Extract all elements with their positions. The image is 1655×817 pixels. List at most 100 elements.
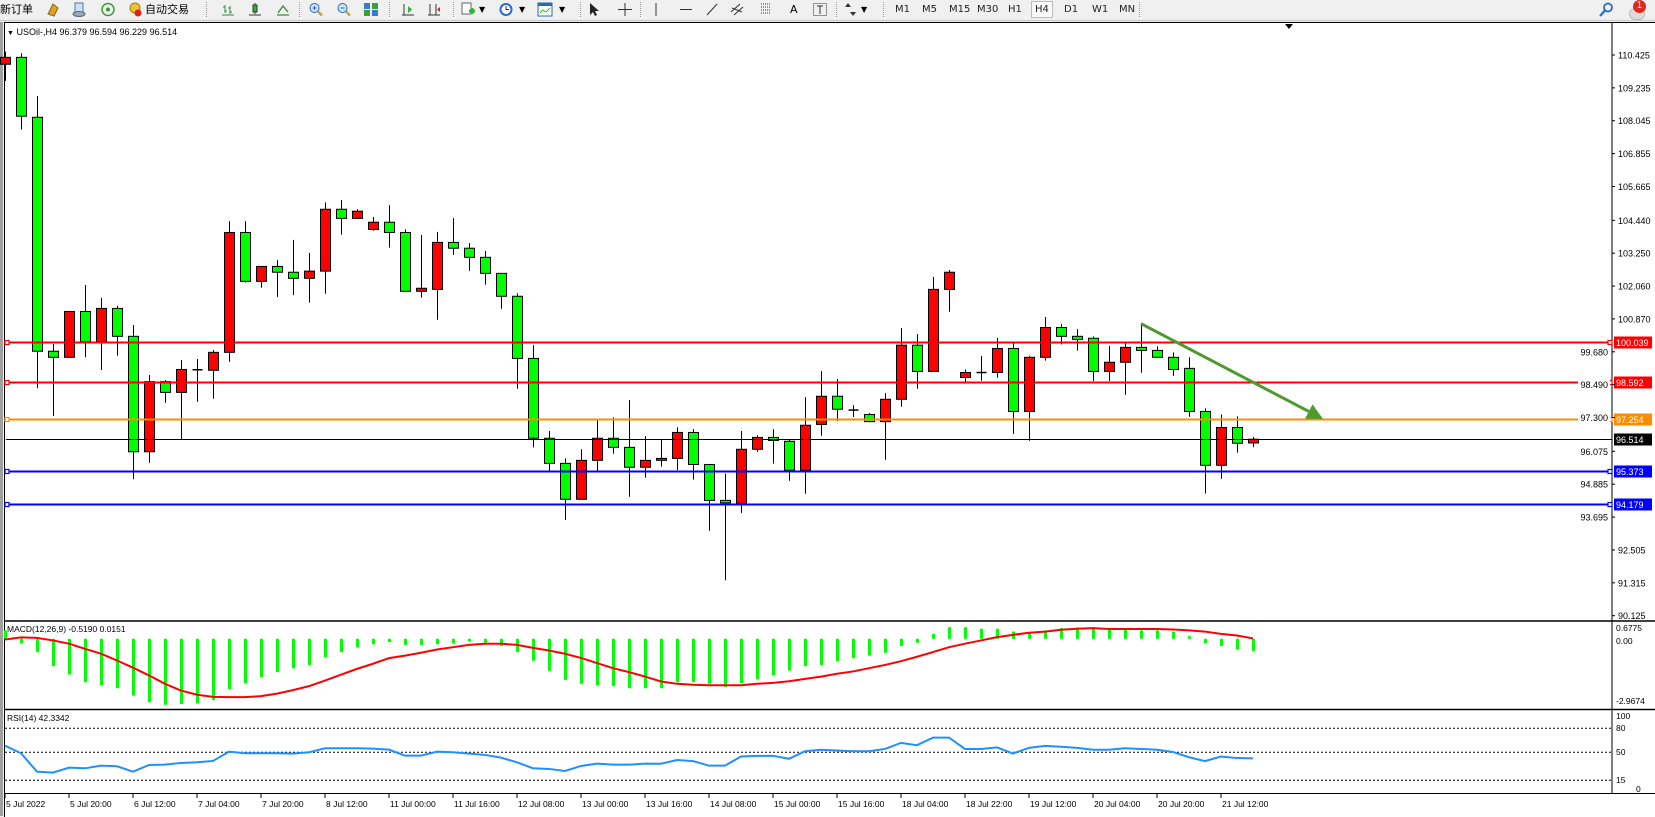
- templates-icon[interactable]: [537, 2, 553, 17]
- rsi-axis-label: 50: [1616, 747, 1626, 757]
- timeframe-m5-button[interactable]: M5: [922, 4, 937, 15]
- signal-icon[interactable]: [100, 2, 116, 17]
- candle-body: [336, 208, 347, 219]
- price-tick-label: 90.125: [1618, 611, 1646, 621]
- horizontal-line-icon[interactable]: [678, 2, 694, 17]
- equidistant-channel-icon[interactable]: [730, 2, 746, 17]
- macd-histogram-bar: [964, 627, 967, 639]
- candle: [368, 216, 379, 231]
- rsi-header: RSI(14) 42.3342: [7, 713, 70, 723]
- price-tick-label: 102.060: [1618, 282, 1651, 292]
- collapse-triangle-icon[interactable]: ▼: [7, 30, 14, 37]
- macd-histogram-bar: [756, 638, 759, 679]
- time-tick-label: 11 Jul 16:00: [454, 799, 500, 809]
- timeframe-d1-button[interactable]: D1: [1064, 4, 1079, 15]
- macd-histogram-bar: [1076, 627, 1079, 639]
- candle-body: [528, 357, 539, 439]
- candle: [1152, 346, 1163, 358]
- bar-chart-icon[interactable]: [220, 2, 236, 17]
- candle-body: [272, 265, 283, 273]
- new-order-button[interactable]: 新订单: [0, 3, 33, 16]
- crosshair-icon[interactable]: [617, 2, 633, 17]
- trend-line-icon[interactable]: [704, 2, 720, 17]
- timeframe-m15-button[interactable]: M15: [949, 4, 971, 15]
- candle-body: [320, 208, 331, 272]
- candle-body: [576, 459, 587, 500]
- fibonacci-icon[interactable]: [760, 2, 776, 17]
- arrows-icon[interactable]: [843, 2, 859, 17]
- chart-shift-icon[interactable]: [400, 2, 416, 17]
- macd-histogram-bar: [372, 638, 375, 645]
- candle-body: [656, 457, 667, 461]
- candle: [1104, 345, 1115, 382]
- timeframe-h1-button[interactable]: H1: [1008, 4, 1022, 15]
- time-tick-label: 11 Jul 00:00: [390, 799, 436, 809]
- candle-body: [64, 310, 75, 358]
- zoom-out-icon[interactable]: [336, 2, 352, 17]
- indicators-icon[interactable]: [460, 2, 476, 17]
- timeframe-h4-button[interactable]: H4: [1031, 1, 1053, 18]
- cursor-icon[interactable]: [586, 2, 602, 17]
- candle-body: [384, 221, 395, 233]
- timeframe-m1-button[interactable]: M1: [895, 4, 910, 15]
- candle: [64, 310, 75, 358]
- candle-body: [704, 463, 715, 501]
- candlestick-icon[interactable]: [247, 2, 263, 17]
- candle-body: [1152, 349, 1163, 358]
- arrows-dropdown-icon[interactable]: ▼: [861, 5, 868, 14]
- candle-body: [48, 350, 59, 358]
- candle-body: [224, 231, 235, 353]
- history-icon[interactable]: [71, 2, 87, 17]
- autoscroll-icon[interactable]: [426, 2, 442, 17]
- timeframe-w1-button[interactable]: W1: [1092, 4, 1109, 15]
- candle-body: [1104, 361, 1115, 372]
- gold-icon[interactable]: [45, 2, 61, 17]
- candle: [800, 397, 811, 494]
- vertical-line-icon[interactable]: [648, 2, 664, 17]
- tile-windows-icon[interactable]: [363, 2, 379, 17]
- macd-histogram-bar: [468, 638, 471, 642]
- macd-histogram-bar: [1172, 631, 1175, 639]
- macd-histogram-bar: [1236, 638, 1239, 650]
- candle: [1040, 316, 1051, 361]
- periods-dropdown-icon[interactable]: ▼: [519, 5, 526, 14]
- candle: [576, 449, 587, 500]
- templates-dropdown-icon[interactable]: ▼: [559, 5, 566, 14]
- time-tick-label: 18 Jul 04:00: [902, 799, 949, 809]
- indicators-dropdown-icon[interactable]: ▼: [479, 5, 486, 14]
- toolbar-separator: [640, 2, 641, 17]
- timeframe-mn-button[interactable]: MN: [1119, 4, 1136, 15]
- line-chart-icon[interactable]: [275, 2, 291, 17]
- periods-icon[interactable]: [498, 2, 514, 17]
- search-icon[interactable]: [1598, 2, 1614, 17]
- candle-body: [96, 307, 107, 343]
- candle-body: [256, 265, 267, 282]
- text-label-icon[interactable]: [812, 2, 828, 17]
- toolbar-separator: [1139, 2, 1140, 17]
- price-tick-label: 96.075: [1580, 447, 1608, 457]
- candle: [32, 96, 43, 389]
- macd-histogram-bar: [340, 638, 343, 653]
- macd-histogram-bar: [228, 638, 231, 689]
- timeframe-m30-button[interactable]: M30: [977, 4, 999, 15]
- line-anchor-handle: [1607, 501, 1613, 508]
- auto-trading-icon[interactable]: [127, 2, 143, 17]
- zoom-in-icon[interactable]: [308, 2, 324, 17]
- macd-histogram-bar: [196, 638, 199, 704]
- candle-body: [128, 335, 139, 453]
- price-tag: [1614, 336, 1652, 349]
- candle: [592, 420, 603, 473]
- candle: [464, 242, 475, 271]
- text-icon[interactable]: A: [790, 3, 798, 16]
- macd-histogram-bar: [868, 638, 871, 656]
- candle: [176, 360, 187, 440]
- candle: [752, 435, 763, 452]
- candle-body: [864, 413, 875, 423]
- auto-trading-label[interactable]: 自动交易: [145, 3, 189, 16]
- notification-icon[interactable]: 1: [1628, 0, 1650, 20]
- toolbar-separator: [580, 2, 581, 17]
- candle: [784, 439, 795, 481]
- macd-histogram-bar: [836, 638, 839, 662]
- line-anchor-handle: [4, 501, 10, 508]
